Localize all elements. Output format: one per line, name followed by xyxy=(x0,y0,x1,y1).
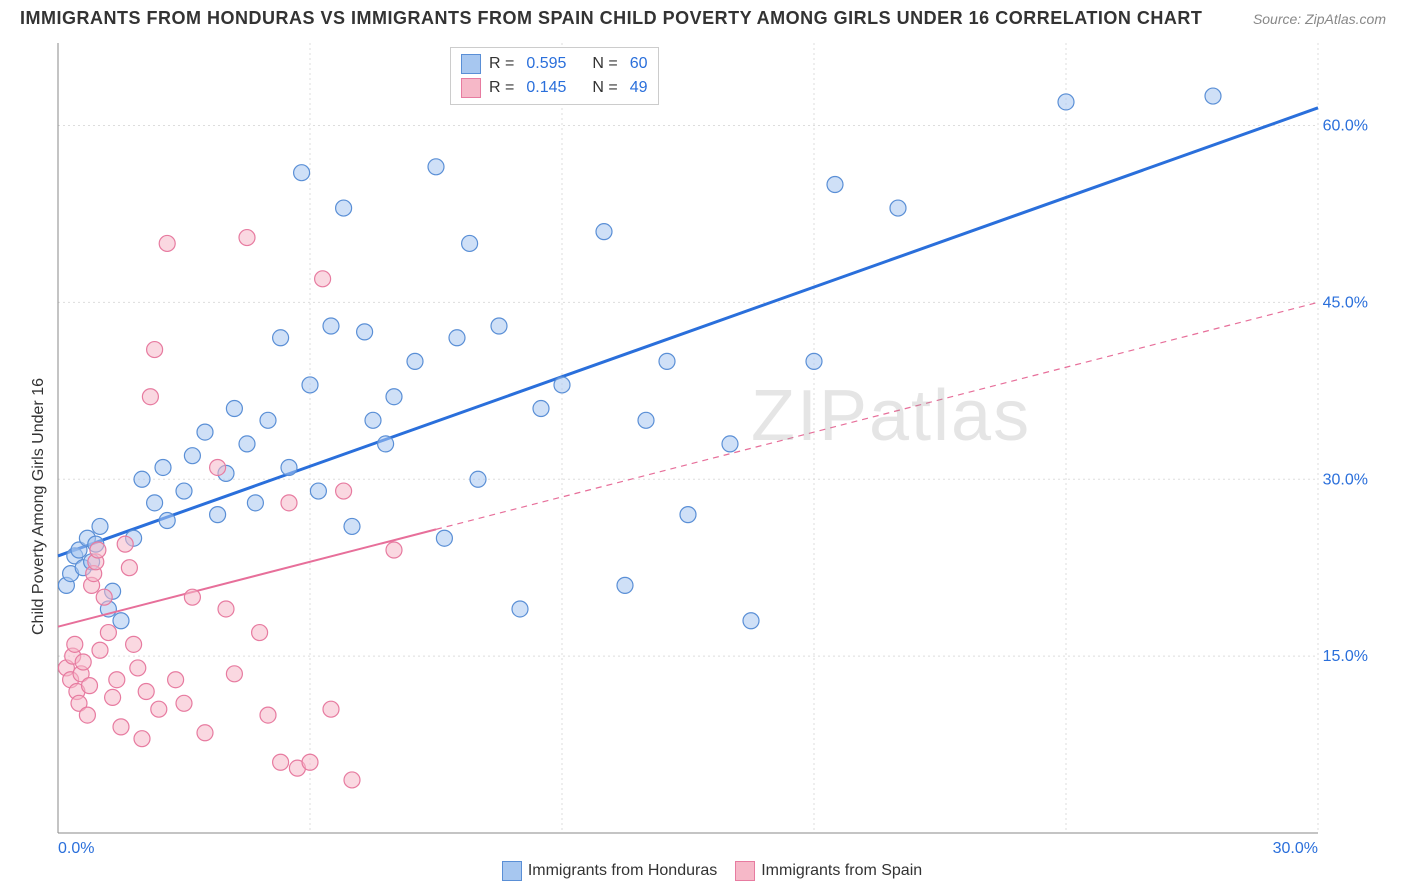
r-label: R = xyxy=(489,76,514,100)
n-label: N = xyxy=(592,76,617,100)
series-legend: Immigrants from Honduras Immigrants from … xyxy=(0,861,1406,881)
legend-swatch xyxy=(735,861,755,881)
r-label: R = xyxy=(489,52,514,76)
r-value: 0.595 xyxy=(526,52,566,76)
legend-swatch xyxy=(461,54,481,74)
correlation-legend: R = 0.595 N = 60 R = 0.145 N = 49 xyxy=(450,47,659,105)
svg-text:0.0%: 0.0% xyxy=(58,840,94,855)
legend-label: Immigrants from Spain xyxy=(761,862,922,879)
chart-container: Child Poverty Among Girls Under 16 15.0%… xyxy=(0,35,1406,885)
legend-swatch xyxy=(461,78,481,98)
n-value: 49 xyxy=(630,76,648,100)
svg-text:30.0%: 30.0% xyxy=(1273,840,1318,855)
legend-row: R = 0.145 N = 49 xyxy=(461,76,648,100)
n-value: 60 xyxy=(630,52,648,76)
legend-row: R = 0.595 N = 60 xyxy=(461,52,648,76)
scatter-chart: 15.0% 30.0% 45.0% 60.0% 0.0% 30.0% xyxy=(0,35,1406,855)
y-axis-label: Child Poverty Among Girls Under 16 xyxy=(30,378,48,635)
n-label: N = xyxy=(592,52,617,76)
legend-swatch xyxy=(502,861,522,881)
svg-text:30.0%: 30.0% xyxy=(1323,471,1368,488)
legend-label: Immigrants from Honduras xyxy=(528,862,717,879)
chart-source: Source: ZipAtlas.com xyxy=(1253,11,1386,27)
svg-text:60.0%: 60.0% xyxy=(1323,118,1368,135)
svg-text:15.0%: 15.0% xyxy=(1323,648,1368,665)
r-value: 0.145 xyxy=(526,76,566,100)
chart-title: IMMIGRANTS FROM HONDURAS VS IMMIGRANTS F… xyxy=(20,8,1202,29)
chart-header: IMMIGRANTS FROM HONDURAS VS IMMIGRANTS F… xyxy=(0,0,1406,35)
svg-text:45.0%: 45.0% xyxy=(1323,294,1368,311)
